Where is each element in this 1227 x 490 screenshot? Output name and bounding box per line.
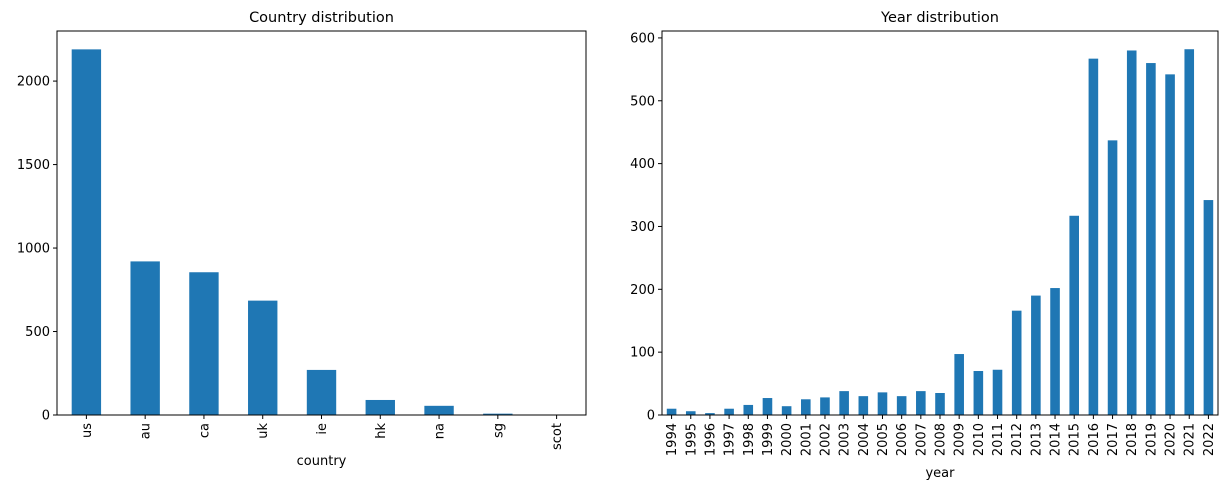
x-tick-label-year-2004: 2004 bbox=[857, 423, 872, 456]
y-tick-label-country-1000: 1000 bbox=[17, 242, 50, 257]
year-distribution-chart: 1994 1995 1996 1997 1998 1999 2000 2001 2002 2003… bbox=[630, 10, 1219, 481]
x-tick-label-year-1999: 1999 bbox=[761, 423, 776, 456]
bar-year-2009 bbox=[954, 354, 964, 415]
x-tick-label-year-2007: 2007 bbox=[914, 423, 929, 456]
x-tick-label-year-2021: 2021 bbox=[1183, 423, 1198, 456]
x-tick-label-year-1997: 1997 bbox=[723, 423, 738, 456]
x-tick-label-year-1994: 1994 bbox=[665, 423, 680, 456]
bar-year-2017 bbox=[1107, 140, 1118, 416]
bar-country-au bbox=[130, 261, 160, 415]
x-tick-label-country-uk: uk bbox=[256, 423, 271, 439]
bar-country-uk bbox=[248, 300, 278, 415]
y-tick-label-country-0: 0 bbox=[42, 409, 50, 424]
bar-country-us bbox=[71, 49, 102, 416]
chart-title-country: Country distribution bbox=[249, 10, 394, 26]
x-tick-label-country-au: au bbox=[139, 423, 154, 439]
x-tick-label-country-ie: ie bbox=[315, 423, 330, 435]
x-tick-label-year-2009: 2009 bbox=[953, 423, 968, 456]
y-tick-label-country-2000: 2000 bbox=[17, 75, 50, 90]
bar-year-2015 bbox=[1069, 215, 1079, 415]
bar-year-2008 bbox=[935, 393, 945, 415]
x-tick-label-year-2001: 2001 bbox=[799, 423, 814, 456]
x-tick-label-country-hk: hk bbox=[374, 423, 389, 439]
bar-year-1995 bbox=[685, 411, 696, 415]
bar-country-sg bbox=[483, 413, 513, 415]
y-tick-label-year-600: 600 bbox=[630, 31, 655, 46]
chart-title-year: Year distribution bbox=[880, 10, 999, 26]
x-tick-label-year-1996: 1996 bbox=[703, 423, 718, 456]
x-tick-label-year-2012: 2012 bbox=[1010, 423, 1025, 456]
bar-year-2012 bbox=[1011, 310, 1022, 415]
x-tick-label-year-2006: 2006 bbox=[895, 423, 910, 456]
x-tick-label-country-scot: scot bbox=[550, 423, 565, 450]
bar-year-2006 bbox=[896, 396, 907, 415]
x-tick-label-year-2014: 2014 bbox=[1049, 423, 1064, 456]
y-tick-label-year-200: 200 bbox=[630, 283, 655, 298]
bar-year-2016 bbox=[1088, 58, 1099, 416]
bar-country-ca bbox=[189, 272, 219, 415]
axes-frame-year bbox=[661, 30, 1219, 416]
x-tick-label-country-na: na bbox=[433, 423, 448, 439]
bar-year-2022 bbox=[1203, 200, 1214, 415]
x-tick-label-year-2015: 2015 bbox=[1068, 423, 1083, 456]
y-tick-label-year-0: 0 bbox=[647, 409, 655, 424]
bar-year-2004 bbox=[858, 396, 869, 415]
bar-country-na bbox=[424, 405, 454, 415]
x-tick-label-country-ca: ca bbox=[197, 423, 212, 438]
x-tick-label-year-2019: 2019 bbox=[1144, 423, 1159, 456]
x-tick-label-country-sg: sg bbox=[491, 423, 506, 438]
bar-year-1994 bbox=[666, 408, 677, 415]
y-tick-label-country-500: 500 bbox=[25, 325, 50, 340]
x-tick-label-year-2005: 2005 bbox=[876, 423, 891, 456]
x-tick-label-year-2020: 2020 bbox=[1164, 423, 1179, 456]
x-tick-label-year-2011: 2011 bbox=[991, 423, 1006, 456]
bar-year-1996 bbox=[705, 413, 715, 415]
x-tick-label-year-2008: 2008 bbox=[934, 423, 949, 456]
bar-year-2018 bbox=[1126, 50, 1137, 415]
country-distribution-chart: us au ca uk ie hk na sg scot 0 500 1000 1500 2000 Coun… bbox=[17, 10, 587, 469]
bar-year-2002 bbox=[820, 397, 830, 415]
bar-year-2013 bbox=[1031, 295, 1041, 415]
x-tick-label-year-2017: 2017 bbox=[1106, 423, 1121, 456]
x-tick-label-year-2018: 2018 bbox=[1125, 423, 1140, 456]
y-tick-label-year-300: 300 bbox=[630, 220, 655, 235]
axes-frame-country bbox=[56, 30, 587, 416]
bar-year-2000 bbox=[781, 406, 792, 415]
bar-year-1999 bbox=[762, 398, 773, 415]
bar-country-ie bbox=[306, 369, 337, 415]
bar-year-1997 bbox=[724, 408, 734, 415]
x-axis-label-year: year bbox=[925, 466, 955, 481]
x-tick-label-year-1998: 1998 bbox=[742, 423, 757, 456]
x-tick-label-country-us: us bbox=[80, 423, 95, 438]
x-tick-label-year-1995: 1995 bbox=[684, 423, 699, 456]
x-tick-label-year-2003: 2003 bbox=[838, 423, 853, 456]
bar-year-2010 bbox=[973, 371, 984, 415]
bar-year-2001 bbox=[801, 399, 811, 415]
bar-year-2003 bbox=[839, 391, 849, 415]
x-tick-label-year-2016: 2016 bbox=[1087, 423, 1102, 456]
x-tick-label-year-2010: 2010 bbox=[972, 423, 987, 456]
bar-year-2011 bbox=[992, 369, 1003, 415]
bar-year-2020 bbox=[1165, 74, 1175, 416]
x-tick-label-year-2000: 2000 bbox=[780, 423, 795, 456]
bar-year-2021 bbox=[1184, 49, 1195, 415]
bar-country-hk bbox=[365, 399, 395, 415]
x-axis-label-country: country bbox=[297, 454, 347, 469]
y-tick-label-year-100: 100 bbox=[630, 346, 655, 361]
y-tick-label-country-1500: 1500 bbox=[17, 158, 50, 173]
bar-year-2007 bbox=[916, 391, 926, 415]
x-tick-label-year-2002: 2002 bbox=[818, 423, 833, 456]
y-tick-label-year-500: 500 bbox=[630, 94, 655, 109]
bar-year-1998 bbox=[743, 404, 754, 415]
bar-year-2014 bbox=[1050, 288, 1060, 415]
bar-year-2005 bbox=[877, 392, 888, 415]
y-tick-label-year-400: 400 bbox=[630, 157, 655, 172]
x-tick-label-year-2013: 2013 bbox=[1029, 423, 1044, 456]
x-tick-label-year-2022: 2022 bbox=[1202, 423, 1217, 456]
bar-year-2019 bbox=[1146, 63, 1156, 416]
